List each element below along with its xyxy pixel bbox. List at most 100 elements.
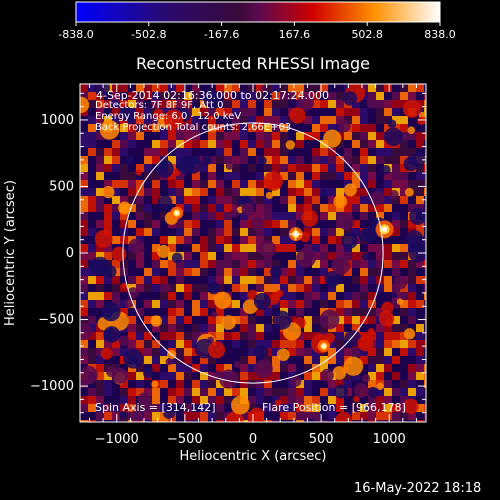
heat-cell: [424, 108, 426, 116]
heat-cell: [208, 108, 216, 116]
heat-cell: [384, 212, 392, 220]
colorbar-tick-label: 502.8: [351, 28, 383, 41]
heat-blob: [250, 217, 264, 231]
heat-blob: [404, 187, 414, 197]
heat-blob: [285, 140, 296, 150]
heat-cell: [384, 292, 392, 300]
heat-cell: [304, 380, 312, 388]
heat-blob: [150, 315, 162, 327]
heat-cell: [392, 220, 400, 228]
heat-cell: [160, 308, 168, 316]
heat-cell: [96, 212, 104, 220]
heat-cell: [416, 284, 424, 292]
heat-cell: [280, 284, 288, 292]
heat-cell: [88, 220, 96, 228]
heat-cell: [376, 180, 384, 188]
heat-cell: [144, 420, 152, 422]
heat-cell: [208, 172, 216, 180]
heat-cell: [320, 356, 328, 364]
heat-cell: [368, 356, 376, 364]
heat-cell: [248, 228, 256, 236]
heat-cell: [408, 340, 416, 348]
heat-cell: [232, 316, 240, 324]
heat-cell: [304, 204, 312, 212]
heat-cell: [136, 172, 144, 180]
heat-blob: [153, 108, 164, 119]
heat-cell: [128, 92, 136, 100]
heat-cell: [168, 100, 176, 108]
heat-cell: [176, 132, 184, 140]
heat-cell: [392, 204, 400, 212]
heat-cell: [128, 124, 136, 132]
heat-cell: [344, 116, 352, 124]
heat-cell: [128, 396, 136, 404]
heat-cell: [240, 380, 248, 388]
heat-cell: [240, 316, 248, 324]
heat-cell: [272, 340, 280, 348]
flare-cross-marker: [289, 228, 302, 241]
heat-cell: [384, 412, 392, 420]
heat-cell: [312, 308, 320, 316]
heat-cell: [152, 324, 160, 332]
heat-blob: [257, 155, 267, 166]
heat-cell: [320, 244, 328, 252]
heat-cell: [328, 156, 336, 164]
heat-cell: [392, 404, 400, 412]
heat-cell: [416, 332, 424, 340]
heat-cell: [408, 388, 416, 396]
heat-blob: [80, 96, 90, 113]
heat-cell: [240, 340, 248, 348]
heat-cell: [312, 236, 320, 244]
heat-cell: [376, 396, 384, 404]
heat-cell: [208, 212, 216, 220]
heat-cell: [248, 332, 256, 340]
heat-blob: [80, 365, 98, 385]
heat-cell: [240, 292, 248, 300]
heat-cell: [328, 108, 336, 116]
heat-cell: [392, 396, 400, 404]
heat-cell: [384, 180, 392, 188]
heat-cell: [288, 180, 296, 188]
heat-cell: [264, 420, 272, 422]
heat-cell: [296, 180, 304, 188]
heat-cell: [192, 196, 200, 204]
heat-cell: [264, 156, 272, 164]
heat-cell: [200, 276, 208, 284]
heat-blob: [378, 310, 395, 327]
heat-cell: [120, 220, 128, 228]
heat-cell: [224, 348, 232, 356]
heat-blob: [201, 154, 212, 166]
heatmap-image: [80, 84, 426, 422]
heat-cell: [192, 276, 200, 284]
heat-blob: [118, 106, 134, 122]
heat-cell: [208, 156, 216, 164]
heat-cell: [368, 332, 376, 340]
heat-cell: [208, 404, 216, 412]
heat-cell: [328, 388, 336, 396]
heat-cell: [280, 108, 288, 116]
heat-cell: [304, 124, 312, 132]
heat-cell: [160, 180, 168, 188]
heat-cell: [304, 364, 312, 372]
heat-cell: [184, 180, 192, 188]
heat-cell: [272, 92, 280, 100]
heat-cell: [288, 204, 296, 212]
heat-cell: [320, 300, 328, 308]
heat-cell: [368, 108, 376, 116]
heat-blob: [163, 109, 184, 129]
heat-cell: [384, 396, 392, 404]
heat-cell: [360, 412, 368, 420]
y-tick-label: 500: [49, 179, 74, 194]
heat-cell: [376, 260, 384, 268]
heat-cell: [336, 156, 344, 164]
heat-cell: [168, 364, 176, 372]
heat-cell: [152, 356, 160, 364]
heat-cell: [368, 188, 376, 196]
heat-cell: [136, 388, 144, 396]
heat-cell: [144, 348, 152, 356]
heat-cell: [312, 164, 320, 172]
heat-cell: [352, 276, 360, 284]
heat-cell: [248, 340, 256, 348]
heat-cell: [400, 220, 408, 228]
heat-cell: [368, 364, 376, 372]
